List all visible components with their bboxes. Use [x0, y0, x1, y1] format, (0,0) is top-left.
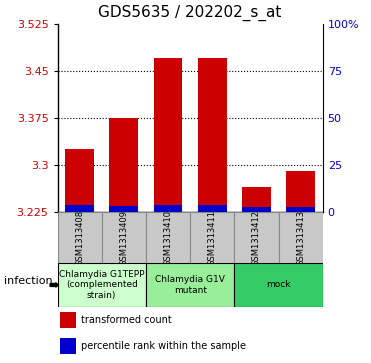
Text: transformed count: transformed count: [81, 315, 172, 325]
Text: percentile rank within the sample: percentile rank within the sample: [81, 341, 246, 351]
Text: GSM1313408: GSM1313408: [75, 210, 84, 266]
Text: Chlamydia G1V
mutant: Chlamydia G1V mutant: [155, 275, 225, 295]
Text: GSM1313409: GSM1313409: [119, 210, 128, 266]
Bar: [198, 58, 227, 212]
Bar: [190, 212, 234, 263]
Bar: [109, 118, 138, 212]
Text: GSM1313411: GSM1313411: [208, 210, 217, 266]
Text: GSM1313410: GSM1313410: [164, 210, 173, 266]
Text: infection: infection: [4, 276, 52, 286]
Bar: [279, 212, 323, 263]
Bar: [234, 212, 279, 263]
Bar: [154, 58, 183, 212]
Bar: [58, 263, 146, 307]
Bar: [146, 212, 190, 263]
Bar: [154, 205, 183, 212]
Bar: [286, 207, 315, 212]
Bar: [242, 207, 271, 212]
Bar: [234, 263, 323, 307]
Bar: [65, 205, 94, 212]
Bar: [109, 206, 138, 212]
Bar: [102, 212, 146, 263]
Bar: [146, 263, 234, 307]
Bar: [242, 187, 271, 212]
Bar: [198, 205, 227, 212]
Bar: [65, 150, 94, 212]
Text: mock: mock: [266, 281, 291, 289]
Bar: [286, 171, 315, 212]
Text: Chlamydia G1TEPP
(complemented
strain): Chlamydia G1TEPP (complemented strain): [59, 270, 144, 300]
Title: GDS5635 / 202202_s_at: GDS5635 / 202202_s_at: [98, 5, 282, 21]
Bar: [58, 212, 102, 263]
Bar: [60, 338, 76, 354]
Text: GSM1313412: GSM1313412: [252, 210, 261, 266]
Text: GSM1313413: GSM1313413: [296, 210, 305, 266]
Bar: [60, 312, 76, 328]
